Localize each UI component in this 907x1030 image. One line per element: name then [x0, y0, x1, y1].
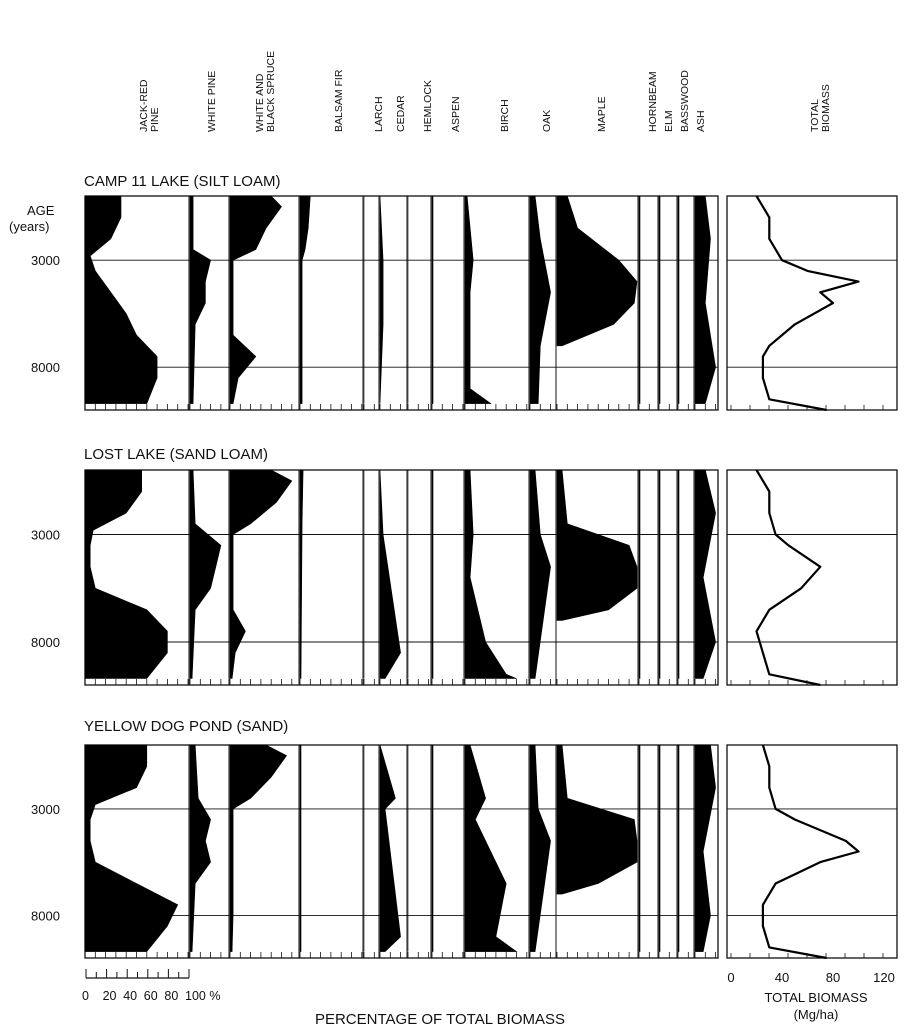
header-ash: ASH: [695, 110, 707, 132]
age-tick-label: 8000: [31, 635, 60, 650]
header-white-black-spruce-line: BLACK SPRUCE: [265, 51, 277, 132]
age-tick-label: 8000: [31, 908, 60, 923]
age-tick-label: 8000: [31, 360, 60, 375]
header-jack-red-pine-line: PINE: [149, 107, 161, 132]
series-area: [229, 195, 282, 404]
pct-scale-label: 0: [82, 989, 89, 1003]
header-larch: LARCH: [373, 96, 385, 132]
header-balsam-fir: BALSAM FIR: [333, 69, 345, 132]
header-basswood: BASSWOOD: [679, 70, 691, 132]
series-area: [658, 469, 661, 679]
series-area: [379, 469, 401, 679]
series-area: [464, 195, 492, 404]
series-area: [638, 744, 641, 952]
biomass-axis-label: 40: [775, 970, 789, 985]
series-area: [379, 195, 384, 404]
age-axis-label: AGE: [27, 203, 55, 218]
series-area: [677, 469, 680, 679]
series-area: [84, 469, 168, 679]
pct-scale-label: 60: [144, 989, 158, 1003]
series-area: [464, 744, 518, 952]
biomass-axis-label: 120: [873, 970, 895, 985]
pct-scale-label: 20: [103, 989, 117, 1003]
series-area: [299, 744, 302, 952]
header-white-black-spruce-line: WHITE AND: [254, 73, 266, 132]
series-area: [694, 469, 716, 679]
series-area: [556, 744, 638, 895]
site-panel: CAMP 11 LAKE (SILT LOAM) 3000 8000: [31, 173, 898, 412]
series-area: [658, 195, 661, 404]
age-tick-label: 3000: [31, 528, 60, 543]
series-area: [431, 469, 434, 679]
series-area: [638, 195, 641, 404]
series-area: [84, 744, 179, 952]
series-area: [299, 195, 311, 404]
header-total-biomass-line: BIOMASS: [820, 84, 832, 132]
site-title: CAMP 11 LAKE (SILT LOAM): [84, 173, 280, 190]
series-area: [189, 744, 211, 952]
total-frame: [726, 469, 898, 686]
series-area: [229, 469, 293, 679]
header-aspen: ASPEN: [450, 96, 462, 132]
age-tick-label: 3000: [31, 253, 60, 268]
series-area: [431, 195, 434, 404]
total-frame: [726, 195, 898, 411]
biomass-axis-label: 0: [727, 970, 734, 985]
pct-scale-label: 80: [164, 989, 178, 1003]
series-area: [379, 744, 401, 952]
series-area: [189, 469, 222, 679]
biomass-axis-title: TOTAL BIOMASS: [764, 990, 867, 1005]
series-area: [229, 744, 288, 952]
site-panel: YELLOW DOG POND (SAND) 3000 8000: [31, 718, 898, 960]
series-area: [529, 744, 551, 952]
series-area: [84, 195, 158, 404]
pct-scale-label: 100 %: [185, 989, 220, 1003]
series-area: [464, 469, 517, 679]
column-headers: JACK-RED PINE WHITE PINE WHITE AND BLACK SPR…: [9, 51, 832, 234]
header-maple: MAPLE: [596, 96, 608, 132]
series-area: [677, 195, 680, 404]
biomass-axis-label: 80: [826, 970, 840, 985]
site-panel: LOST LAKE (SAND LOAM) 3000 8000: [31, 446, 898, 687]
total-biomass-line: [755, 195, 860, 412]
header-hemlock: HEMLOCK: [422, 80, 434, 132]
age-tick-label: 3000: [31, 802, 60, 817]
series-area: [677, 744, 680, 952]
series-area: [658, 744, 661, 952]
series-area: [431, 744, 434, 952]
bottom-axes: 0 20 40 60 80 100 % PERCENTAGE OF TOTAL BIOMAS…: [82, 969, 895, 1028]
series-area: [529, 469, 551, 679]
header-jack-red-pine-line: JACK-RED: [138, 79, 150, 132]
age-axis-unit: (years): [9, 219, 49, 234]
series-area: [529, 195, 551, 404]
header-white-pine: WHITE PINE: [206, 71, 218, 132]
header-hornbeam: HORNBEAM: [647, 71, 659, 132]
series-area: [694, 195, 716, 404]
series-area: [189, 195, 211, 404]
series-area: [556, 195, 638, 347]
total-biomass-line: [755, 469, 822, 687]
site-title: LOST LAKE (SAND LOAM): [84, 446, 268, 463]
header-elm: ELM: [663, 110, 675, 132]
header-cedar: CEDAR: [395, 95, 407, 132]
site-title: YELLOW DOG POND (SAND): [84, 718, 288, 735]
total-frame: [726, 744, 898, 959]
header-oak: OAK: [541, 110, 553, 132]
series-area: [299, 469, 304, 679]
series-area: [638, 469, 641, 679]
pct-scale-label: 40: [123, 989, 137, 1003]
series-area: [694, 744, 716, 952]
series-area: [556, 469, 638, 621]
pct-axis-title: PERCENTAGE OF TOTAL BIOMASS: [315, 1011, 565, 1028]
header-total-biomass-line: TOTAL: [809, 99, 821, 132]
total-biomass-line: [761, 744, 860, 960]
biomass-axis-unit: (Mg/ha): [794, 1007, 839, 1022]
header-birch: BIRCH: [499, 99, 511, 132]
